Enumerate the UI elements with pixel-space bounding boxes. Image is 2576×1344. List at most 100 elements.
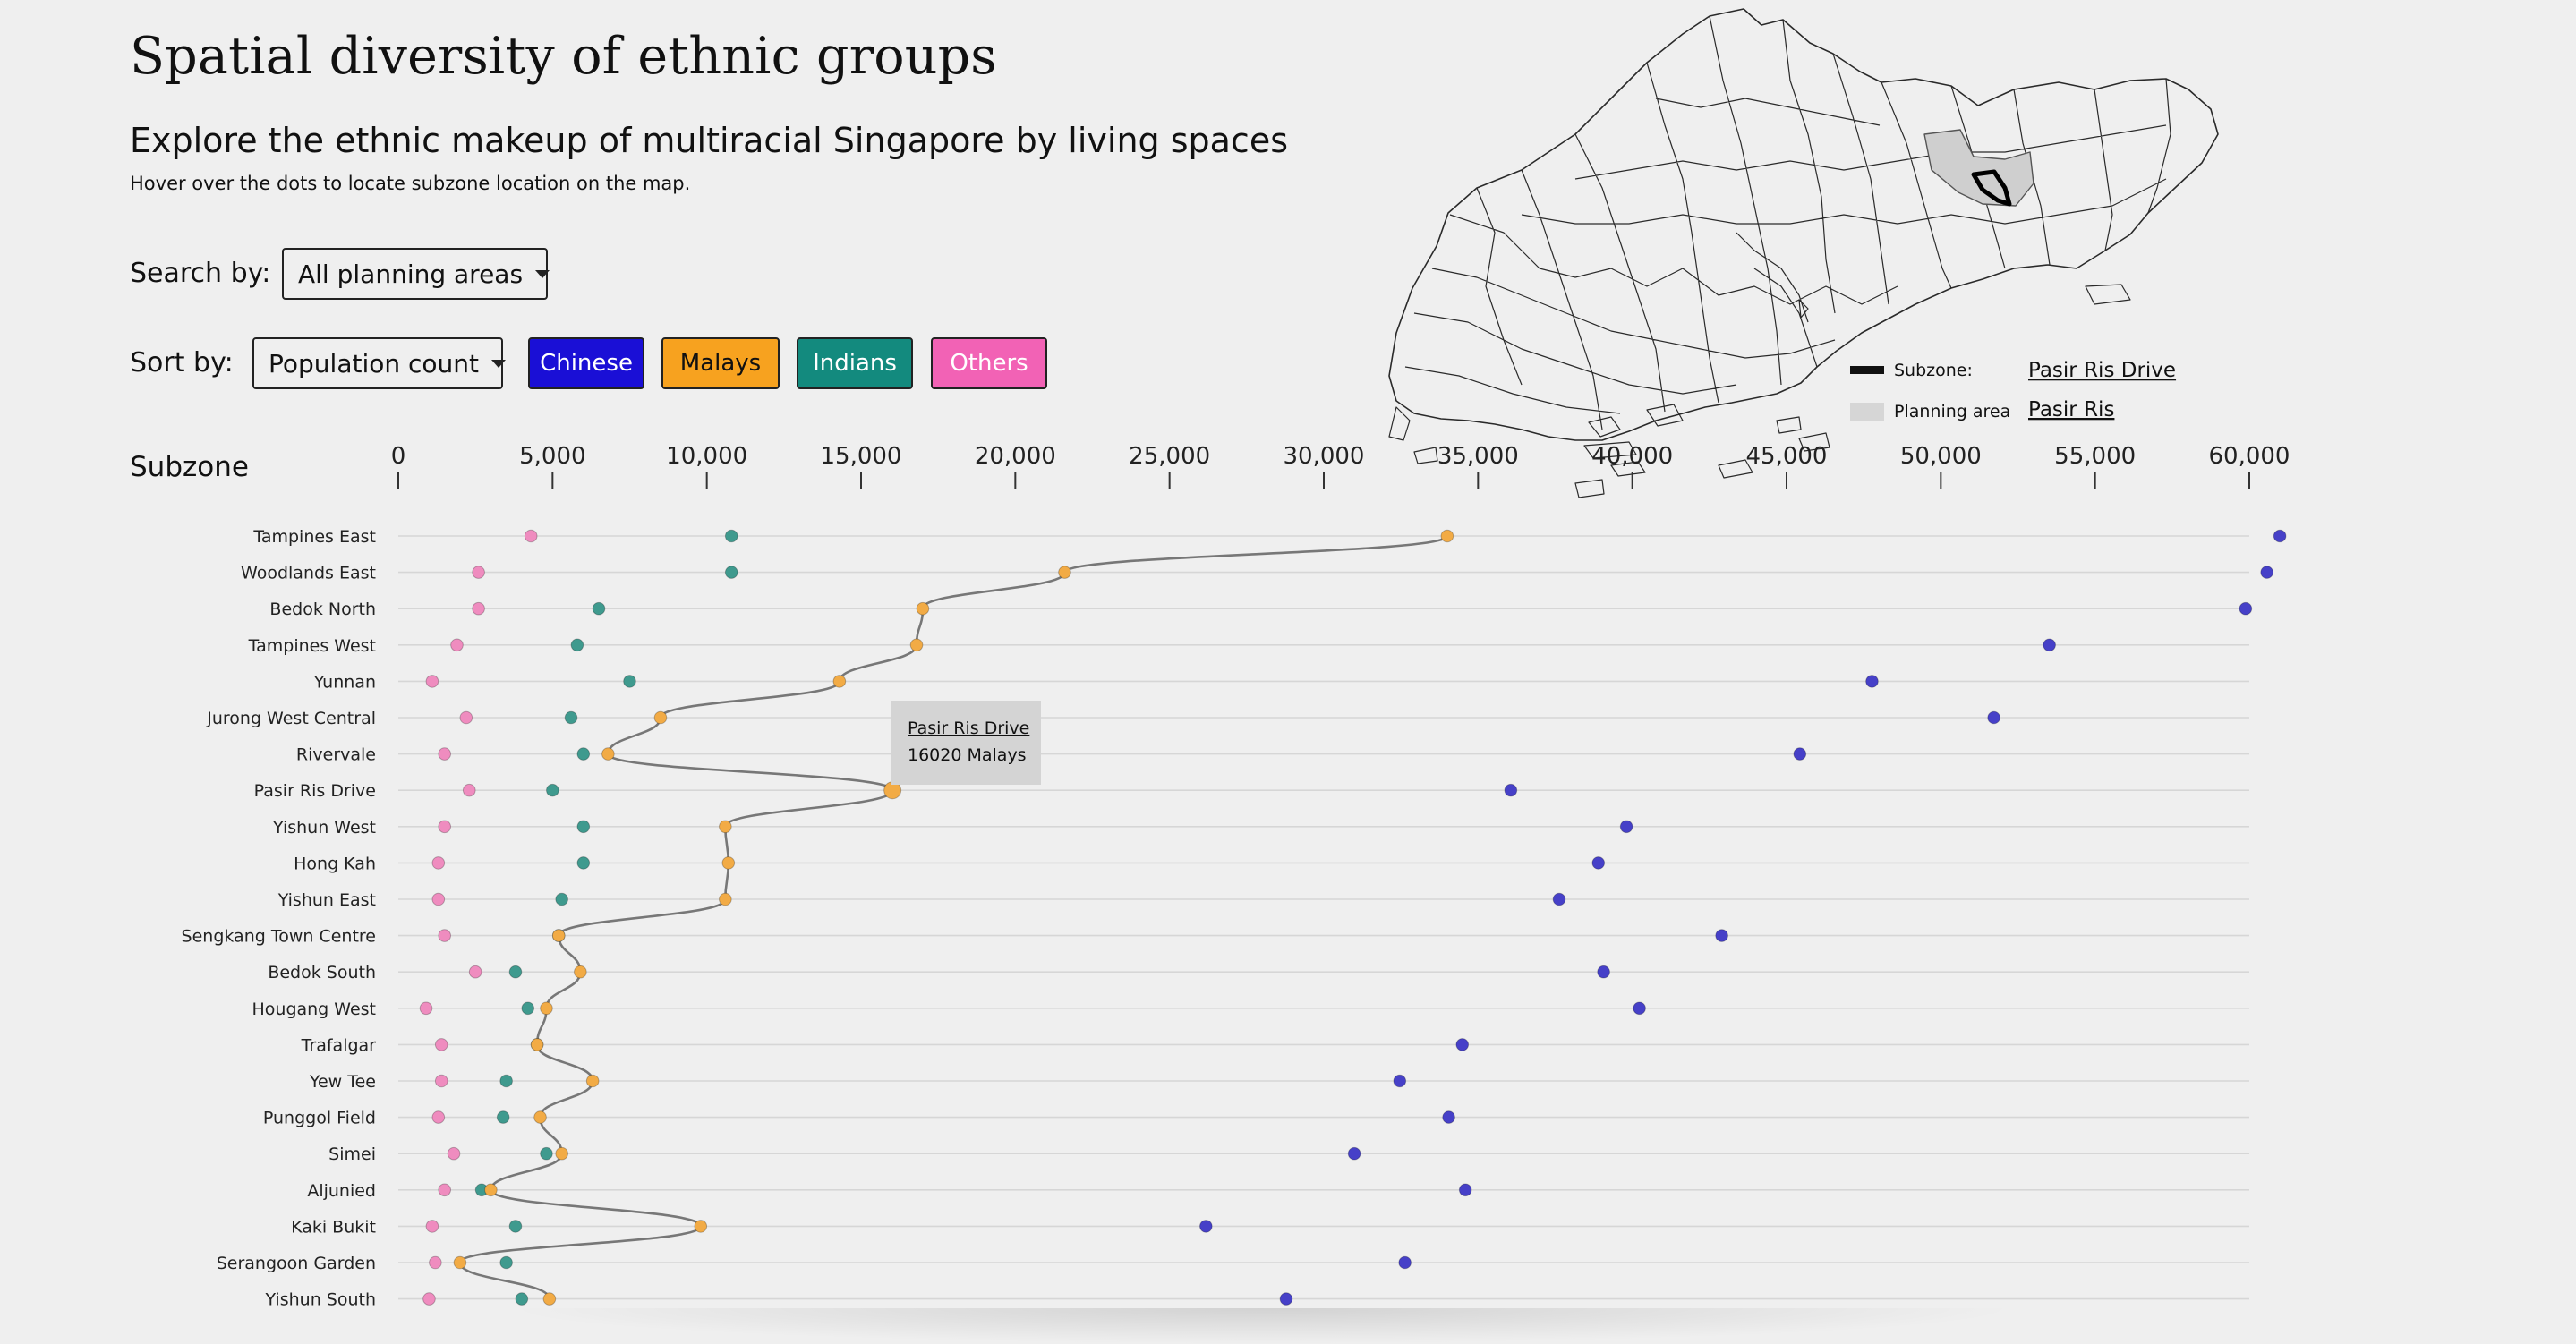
chinese-dot <box>1458 1183 1472 1197</box>
malays-dot <box>540 1001 553 1016</box>
chinese-dot <box>1619 820 1633 834</box>
x-tick-label: 20,000 <box>975 443 1056 470</box>
map-legend: Subzone: Pasir Ris Drive Planning area P… <box>1850 359 2176 421</box>
subzone-label: Aljunied <box>307 1181 376 1201</box>
planning-area-dropdown[interactable]: All planning areas <box>282 248 550 300</box>
indians-dot <box>564 710 578 725</box>
malays-dot <box>719 892 732 906</box>
subzone-label: Kaki Bukit <box>291 1217 376 1237</box>
chevron-down-icon <box>535 269 550 278</box>
malays-connector-line <box>458 534 1449 1300</box>
subzone-label: Yishun East <box>277 890 376 910</box>
indians-dot <box>570 638 584 652</box>
row-gridlines <box>398 535 2249 1300</box>
map-islands <box>1388 284 2131 498</box>
subzone-label: Punggol Field <box>263 1109 376 1128</box>
indians-dot <box>499 1255 513 1270</box>
indians-dot <box>623 675 636 688</box>
chinese-dot <box>1597 965 1610 979</box>
chinese-dot <box>1398 1255 1412 1270</box>
planning-area-name-link[interactable]: Pasir Ris <box>2028 398 2114 421</box>
chinese-dot <box>2260 566 2273 579</box>
subzone-legend-label: Subzone: <box>1894 361 1973 380</box>
malays-dot <box>530 1038 544 1051</box>
malays-sort-button[interactable]: Malays <box>661 337 780 389</box>
malays-dot <box>1058 566 1071 579</box>
subzone-label: Pasir Ris Drive <box>254 781 376 801</box>
chinese-dot <box>2043 638 2056 652</box>
indians-dot <box>592 601 606 616</box>
others-dot <box>419 1001 433 1016</box>
chinese-dot <box>2273 529 2287 543</box>
indians-dot <box>724 529 738 543</box>
malays-dot <box>484 1183 498 1197</box>
sort-dropdown[interactable]: Population count <box>252 337 507 389</box>
others-dot <box>438 820 452 834</box>
others-dot <box>431 892 446 906</box>
malays-dot <box>542 1292 557 1306</box>
indians-sort-button[interactable]: Indians <box>797 337 913 389</box>
others-dot <box>438 929 452 942</box>
malays-dot <box>721 856 736 870</box>
malays-dot <box>916 601 930 616</box>
subzone-label: Trafalgar <box>301 1035 377 1055</box>
indians-dot <box>499 1074 513 1088</box>
others-dot <box>425 675 439 688</box>
indians-dot <box>546 783 559 797</box>
chinese-dot <box>1393 1074 1407 1088</box>
others-dot <box>450 638 464 652</box>
x-tick-label: 30,000 <box>1284 443 1365 470</box>
subzone-label: Jurong West Central <box>206 709 376 728</box>
others-dot <box>434 1074 448 1088</box>
planning-area-legend-label: Planning area <box>1894 402 2010 421</box>
malays-dot <box>719 820 732 834</box>
x-tick-label: 35,000 <box>1437 443 1519 470</box>
page-subtitle: Explore the ethnic makeup of multiracial… <box>130 121 1289 160</box>
indians-dot <box>521 1001 535 1016</box>
x-axis: 0 5,000 10,000 15,000 20,000 25,000 30,000 35,0… <box>391 443 2290 489</box>
chinese-dot <box>1987 710 2000 725</box>
highlighted-subzone <box>1971 169 2012 207</box>
chinese-dot <box>1442 1110 1455 1124</box>
planning-area-value: All planning areas <box>298 259 524 289</box>
subzone-axis-title: Subzone <box>130 451 249 483</box>
subzone-labels: Tampines East Woodlands East Bedok North Ta… <box>182 527 377 1310</box>
others-sort-button[interactable]: Others <box>931 337 1047 389</box>
subzone-label: Woodlands East <box>241 564 376 583</box>
others-dot <box>438 1183 452 1197</box>
x-tick-label: 40,000 <box>1591 443 1673 470</box>
chinese-dot <box>1591 856 1606 870</box>
subzone-label: Yunnan <box>313 672 376 692</box>
chinese-sort-button[interactable]: Chinese <box>528 337 644 389</box>
scroll-shadow <box>501 1308 2023 1344</box>
x-tick-label: 5,000 <box>519 443 585 470</box>
chinese-dot <box>1279 1292 1293 1306</box>
others-dot <box>429 1255 442 1270</box>
indians-dot <box>724 566 738 579</box>
subzone-label: Yew Tee <box>309 1072 376 1092</box>
others-dot <box>462 783 476 797</box>
chinese-dot <box>1865 675 1879 688</box>
subzone-label: Serangoon Garden <box>217 1254 376 1273</box>
x-tick-label: 60,000 <box>2209 443 2290 470</box>
chinese-dot <box>1455 1038 1470 1051</box>
others-dot <box>431 1110 446 1124</box>
tooltip-box <box>891 701 1041 785</box>
malays-dot <box>533 1110 547 1124</box>
subzone-name-link[interactable]: Pasir Ris Drive <box>2028 359 2176 382</box>
indians-dot <box>508 965 523 979</box>
chinese-dot <box>1347 1146 1361 1161</box>
chinese-dot <box>1633 1001 1646 1016</box>
chinese-dot <box>1793 747 1807 761</box>
chinese-dot <box>1199 1220 1213 1233</box>
others-dot <box>434 1038 448 1051</box>
x-tick-label: 25,000 <box>1129 443 1210 470</box>
indians-dot <box>496 1110 510 1124</box>
malays-dot <box>909 638 924 652</box>
subzone-label: Bedok South <box>268 963 376 982</box>
subzone-label: Sengkang Town Centre <box>182 927 376 947</box>
others-dot <box>422 1292 436 1306</box>
singapore-subzone-map[interactable] <box>1388 8 2219 498</box>
planning-area-legend-swatch <box>1850 403 1884 421</box>
chinese-dot <box>2239 601 2253 616</box>
